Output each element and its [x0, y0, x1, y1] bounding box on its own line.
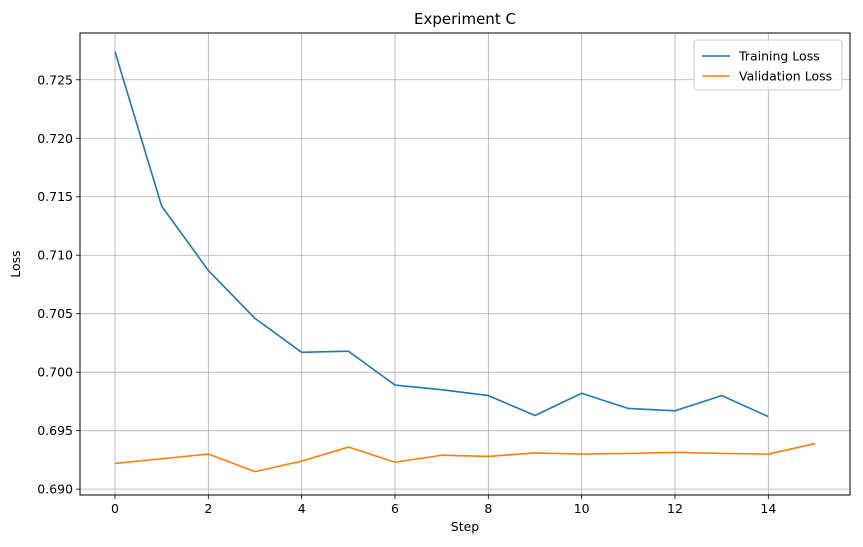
x-tick-label: 2 [204, 501, 212, 516]
y-tick-label: 0.710 [37, 248, 73, 263]
x-axis-ticks: 0 2 4 6 8 10 12 14 [111, 495, 776, 516]
legend-entry-0: Training Loss [738, 49, 820, 64]
legend-entry-1: Validation Loss [739, 69, 832, 84]
legend: Training Loss Validation Loss [693, 39, 843, 91]
x-tick-label: 14 [760, 501, 776, 516]
y-tick-label: 0.700 [37, 365, 73, 380]
y-tick-label: 0.690 [37, 482, 73, 497]
grid [80, 33, 850, 495]
series-lines [114, 51, 816, 473]
x-axis-label: Step [451, 519, 480, 534]
y-axis-label: Loss [8, 250, 23, 277]
y-tick-label: 0.715 [37, 189, 73, 204]
plot-frame [79, 32, 851, 496]
x-tick-label: 12 [667, 501, 683, 516]
x-tick-label: 6 [391, 501, 399, 516]
x-tick-label: 4 [298, 501, 306, 516]
x-tick-label: 0 [111, 501, 119, 516]
y-tick-label: 0.705 [37, 306, 73, 321]
x-tick-label: 8 [484, 501, 492, 516]
y-tick-label: 0.695 [37, 423, 73, 438]
series-line-0 [114, 51, 769, 418]
legend-box [693, 39, 843, 91]
x-tick-label: 10 [574, 501, 590, 516]
series-line-1 [114, 442, 816, 473]
y-axis-ticks: 0.690 0.695 0.700 0.705 0.710 0.715 0.720 0.725 [37, 72, 80, 497]
y-tick-label: 0.720 [37, 131, 73, 146]
chart-title: Experiment C [414, 10, 516, 28]
y-tick-label: 0.725 [37, 72, 73, 87]
